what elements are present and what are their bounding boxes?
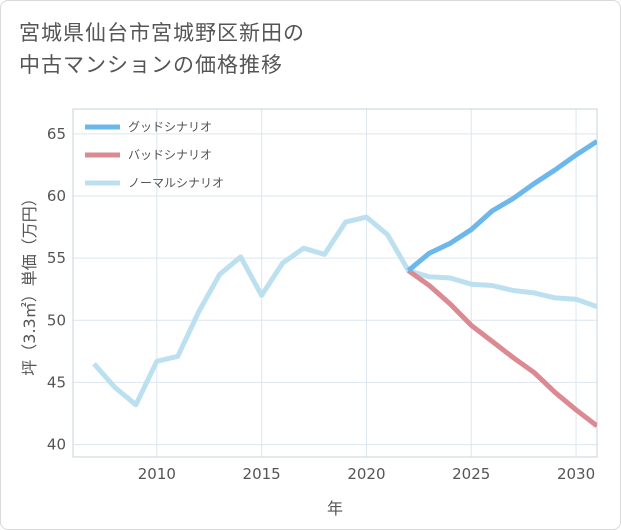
series-line-1	[406, 268, 597, 428]
chart-title-line2: 中古マンションの価格推移	[19, 53, 283, 77]
chart-title-line1: 宮城県仙台市宮城野区新田の	[19, 21, 305, 45]
x-axis-label: 年	[327, 499, 343, 518]
tick-labels: 40 45 50 55 60 65 2010 2015 2020 2025 2030	[47, 125, 595, 483]
y-tick-label: 40	[47, 436, 66, 454]
x-tick-label: 2010	[138, 465, 176, 483]
series	[92, 139, 597, 428]
grid	[73, 109, 597, 457]
x-tick-label: 2015	[243, 465, 281, 483]
y-tick-label: 45	[47, 373, 66, 391]
legend-label-2: ノーマルシナリオ	[128, 176, 224, 190]
legend-label-1: バッドシナリオ	[128, 148, 212, 162]
y-tick-label: 65	[47, 125, 66, 143]
y-tick-label: 55	[47, 249, 66, 267]
y-axis-label: 坪（3.3㎡）単価（万円）	[20, 190, 39, 375]
plot-area-border	[72, 108, 598, 458]
y-tick-label: 60	[47, 187, 66, 205]
series-line-0	[406, 139, 597, 273]
chart-title: 宮城県仙台市宮城野区新田の 中古マンションの価格推移	[19, 17, 305, 81]
series-line-2	[92, 214, 597, 408]
x-tick-label: 2030	[557, 465, 595, 483]
legend-label-0: グッドシナリオ	[128, 120, 212, 134]
x-tick-label: 2025	[452, 465, 490, 483]
y-tick-label: 50	[47, 311, 66, 329]
x-tick-label: 2020	[347, 465, 385, 483]
